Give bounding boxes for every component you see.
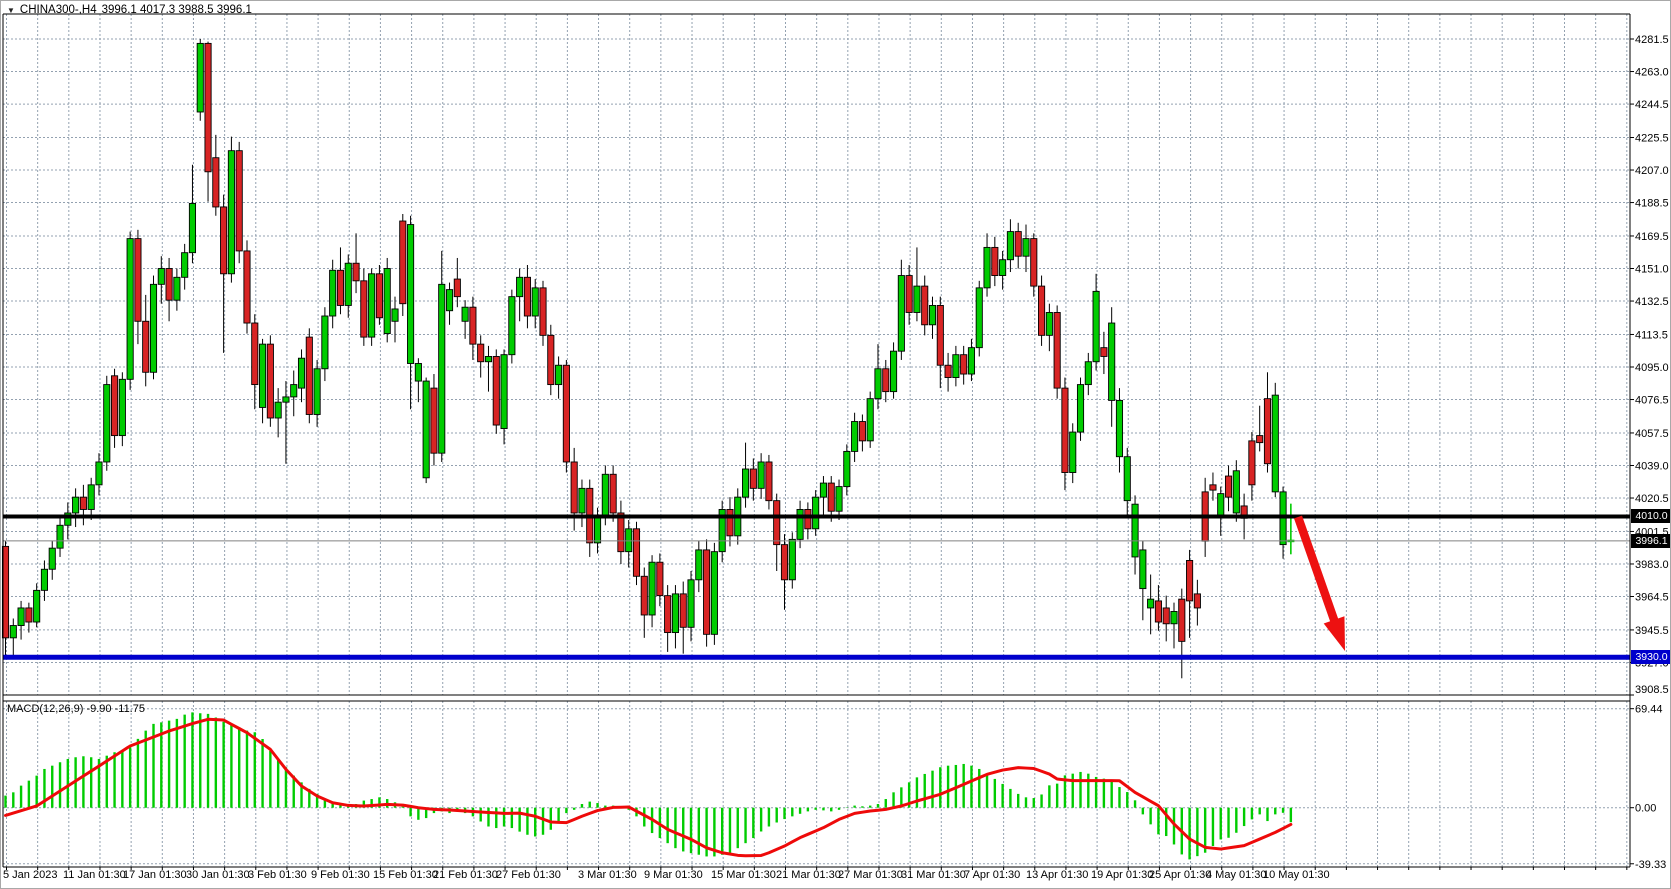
horizontal-lines-layer[interactable] xyxy=(3,514,1630,660)
svg-text:13 Apr 01:30: 13 Apr 01:30 xyxy=(1026,869,1088,881)
svg-text:3 Feb 01:30: 3 Feb 01:30 xyxy=(248,869,307,881)
svg-text:4225.5: 4225.5 xyxy=(1635,132,1669,144)
svg-text:4057.5: 4057.5 xyxy=(1635,428,1669,440)
svg-text:4281.5: 4281.5 xyxy=(1635,34,1669,46)
ohlc-values: 3996.1 4017.3 3988.5 3996.1 xyxy=(101,4,252,16)
svg-text:17 Jan 01:30: 17 Jan 01:30 xyxy=(123,869,187,881)
symbol-timeframe-label: CHINA300-,H4 xyxy=(19,4,97,16)
svg-text:21 Mar 01:30: 21 Mar 01:30 xyxy=(776,869,841,881)
svg-text:3964.5: 3964.5 xyxy=(1635,592,1669,604)
svg-text:31 Mar 01:30: 31 Mar 01:30 xyxy=(901,869,966,881)
svg-text:5 Jan 2023: 5 Jan 2023 xyxy=(3,869,57,881)
svg-text:3908.5: 3908.5 xyxy=(1635,684,1669,696)
svg-text:19 Apr 01:30: 19 Apr 01:30 xyxy=(1091,869,1153,881)
svg-text:30 Jan 01:30: 30 Jan 01:30 xyxy=(186,869,250,881)
svg-text:4169.5: 4169.5 xyxy=(1635,231,1669,243)
svg-text:4132.5: 4132.5 xyxy=(1635,296,1669,308)
svg-text:9 Feb 01:30: 9 Feb 01:30 xyxy=(311,869,370,881)
candles-layer xyxy=(1,39,1295,679)
macd-indicator-label: MACD(12,26,9) -9.90 -11.75 xyxy=(7,703,145,715)
price-tag-support: 3930.0 xyxy=(1631,650,1670,665)
macd-signal-line xyxy=(4,717,1293,858)
svg-text:25 Apr 01:30: 25 Apr 01:30 xyxy=(1149,869,1211,881)
svg-text:4076.5: 4076.5 xyxy=(1635,395,1669,407)
svg-text:4039.0: 4039.0 xyxy=(1635,460,1669,472)
chart-title[interactable]: ▼ CHINA300-,H4 3996.1 4017.3 3988.5 3996… xyxy=(7,4,252,16)
svg-text:69.44: 69.44 xyxy=(1635,704,1663,716)
price-tag-bid: 3996.1 xyxy=(1631,533,1670,548)
svg-text:4113.5: 4113.5 xyxy=(1635,329,1668,341)
price-tag-resistance: 4010.0 xyxy=(1631,509,1670,524)
svg-text:27 Mar 01:30: 27 Mar 01:30 xyxy=(838,869,903,881)
macd-layer xyxy=(4,712,1293,860)
svg-text:4151.0: 4151.0 xyxy=(1635,264,1669,276)
svg-text:4188.5: 4188.5 xyxy=(1635,198,1669,210)
svg-text:0.00: 0.00 xyxy=(1635,803,1656,815)
symbol-dropdown-icon[interactable]: ▼ xyxy=(7,5,15,15)
svg-text:15 Feb 01:30: 15 Feb 01:30 xyxy=(373,869,438,881)
svg-text:21 Feb 01:30: 21 Feb 01:30 xyxy=(433,869,498,881)
svg-text:7 Apr 01:30: 7 Apr 01:30 xyxy=(964,869,1020,881)
svg-text:4263.0: 4263.0 xyxy=(1635,67,1669,79)
axes-layer[interactable]: 4281.5 4263.0 4244.5 4225.5 4207.0 4188.5 4169… xyxy=(2,13,1669,881)
svg-text:11 Jan 01:30: 11 Jan 01:30 xyxy=(63,869,126,881)
svg-text:4 May 01:30: 4 May 01:30 xyxy=(1206,869,1267,881)
svg-text:3983.0: 3983.0 xyxy=(1635,559,1669,571)
svg-text:9 Mar 01:30: 9 Mar 01:30 xyxy=(644,869,703,881)
svg-text:3 Mar 01:30: 3 Mar 01:30 xyxy=(578,869,637,881)
svg-text:3945.5: 3945.5 xyxy=(1635,625,1669,637)
svg-text:4095.0: 4095.0 xyxy=(1635,362,1669,374)
svg-text:15 Mar 01:30: 15 Mar 01:30 xyxy=(711,869,776,881)
svg-text:4207.0: 4207.0 xyxy=(1635,165,1669,177)
sell-arrow[interactable] xyxy=(1293,515,1345,651)
svg-text:-39.33: -39.33 xyxy=(1635,859,1666,871)
svg-text:4020.5: 4020.5 xyxy=(1635,493,1669,505)
svg-text:27 Feb 01:30: 27 Feb 01:30 xyxy=(496,869,561,881)
svg-text:4244.5: 4244.5 xyxy=(1635,99,1669,111)
svg-text:10 May 01:30: 10 May 01:30 xyxy=(1263,869,1330,881)
